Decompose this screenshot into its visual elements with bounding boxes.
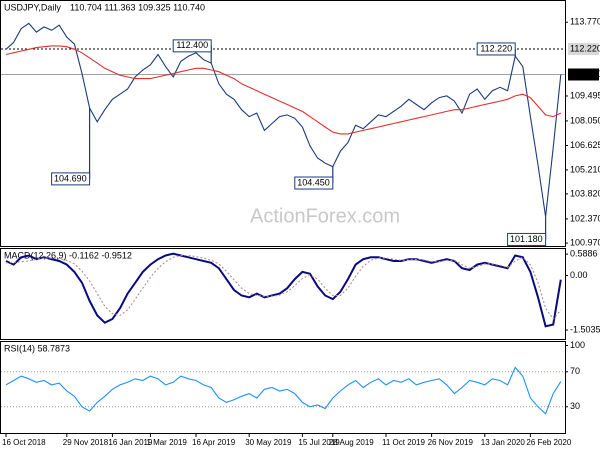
annotation-label: 112.220 bbox=[480, 43, 512, 53]
series-line bbox=[5, 252, 562, 328]
x-tick-label: 16 Apr 2019 bbox=[192, 438, 236, 447]
y-tick-label: 0.00 bbox=[570, 270, 588, 280]
annotation-box bbox=[172, 39, 212, 53]
y-tick-label: 100 bbox=[570, 340, 585, 350]
y-tick-label: 113.770 bbox=[570, 17, 600, 27]
price-tag-label: 112.220 bbox=[570, 43, 600, 53]
x-tick-label: 15 Jul 2019 bbox=[298, 438, 340, 447]
price-tag-label: 110.740 bbox=[570, 69, 600, 79]
y-tick-label: -1.5035 bbox=[570, 324, 600, 334]
y-tick-label: 106.625 bbox=[570, 140, 600, 150]
x-tick-label: 29 Nov 2018 bbox=[63, 438, 109, 447]
x-tick-label: 28 Aug 2019 bbox=[329, 438, 374, 447]
rsi-title: RSI(14) 58.7873 bbox=[4, 343, 70, 353]
series-line bbox=[5, 45, 562, 135]
rsi-panel bbox=[0, 341, 566, 434]
price-panel bbox=[0, 0, 566, 247]
annotation-label: 104.450 bbox=[297, 177, 330, 187]
annotation-box bbox=[507, 232, 547, 246]
annotation-box bbox=[294, 176, 334, 190]
watermark: ActionForex.com bbox=[250, 205, 400, 227]
y-tick-label: 103.820 bbox=[570, 188, 600, 198]
series-line bbox=[5, 22, 562, 217]
x-tick-label: 13 Jan 2020 bbox=[481, 438, 526, 447]
y-tick-label: 100.970 bbox=[570, 237, 600, 247]
y-tick-label: 109.495 bbox=[570, 90, 600, 100]
y-tick-label: 0.5886 bbox=[570, 249, 598, 259]
x-tick-label: 11 Oct 2019 bbox=[382, 438, 426, 447]
annotation-box bbox=[51, 172, 91, 186]
y-tick-label: 102.370 bbox=[570, 213, 600, 223]
x-tick-label: 30 May 2019 bbox=[245, 438, 292, 447]
x-tick-label: 26 Nov 2019 bbox=[428, 438, 474, 447]
chart-subtitle: 110.704 111.363 109.325 110.740 bbox=[70, 2, 205, 12]
y-tick-label: 70 bbox=[570, 366, 580, 376]
x-tick-label: 16 Jan 2019 bbox=[108, 438, 153, 447]
annotation-label: 112.400 bbox=[176, 40, 208, 50]
series-line bbox=[5, 366, 562, 415]
x-tick-label: 16 Oct 2018 bbox=[2, 438, 46, 447]
y-tick-label: 108.050 bbox=[570, 115, 600, 125]
chart-title: USDJPY,Daily bbox=[4, 2, 61, 12]
x-tick-label: 1 Mar 2019 bbox=[146, 438, 187, 447]
annotation-box bbox=[476, 42, 516, 56]
price-tag bbox=[568, 42, 599, 55]
series-line bbox=[5, 254, 562, 320]
macd-title: MACD(12,26,9) -0.1162 -0.9512 bbox=[4, 250, 132, 260]
annotation-label: 104.690 bbox=[54, 173, 87, 183]
y-tick-label: 30 bbox=[570, 401, 580, 411]
y-tick-label: 105.210 bbox=[570, 164, 600, 174]
x-tick-label: 26 Feb 2020 bbox=[526, 438, 571, 447]
price-tag bbox=[568, 68, 599, 81]
annotation-label: 101.180 bbox=[510, 234, 543, 244]
